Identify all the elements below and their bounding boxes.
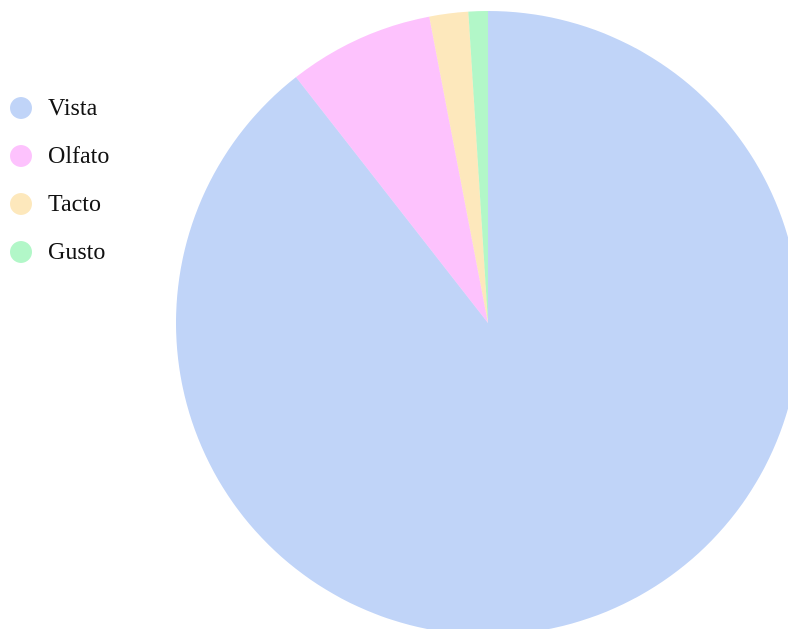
legend-item-gusto[interactable]: Gusto	[10, 228, 109, 276]
legend-swatch-vista	[10, 97, 32, 119]
legend-label-olfato: Olfato	[48, 142, 110, 169]
pie-slice-vista[interactable]	[176, 11, 788, 629]
legend-swatch-tacto	[10, 193, 32, 215]
legend-item-tacto[interactable]: Tacto	[10, 180, 109, 228]
legend: Vista Olfato Tacto Gusto	[10, 84, 109, 276]
legend-label-vista: Vista	[48, 94, 98, 121]
legend-swatch-gusto	[10, 241, 32, 263]
pie-slice-olfato[interactable]	[295, 16, 488, 324]
legend-label-tacto: Tacto	[48, 190, 101, 217]
legend-item-vista[interactable]: Vista	[10, 84, 109, 132]
legend-swatch-olfato	[10, 145, 32, 167]
pie-slices	[176, 11, 788, 629]
legend-item-olfato[interactable]: Olfato	[10, 132, 109, 180]
legend-label-gusto: Gusto	[48, 238, 106, 265]
pie-slice-tacto[interactable]	[429, 11, 488, 324]
pie-slice-gusto[interactable]	[468, 11, 488, 323]
